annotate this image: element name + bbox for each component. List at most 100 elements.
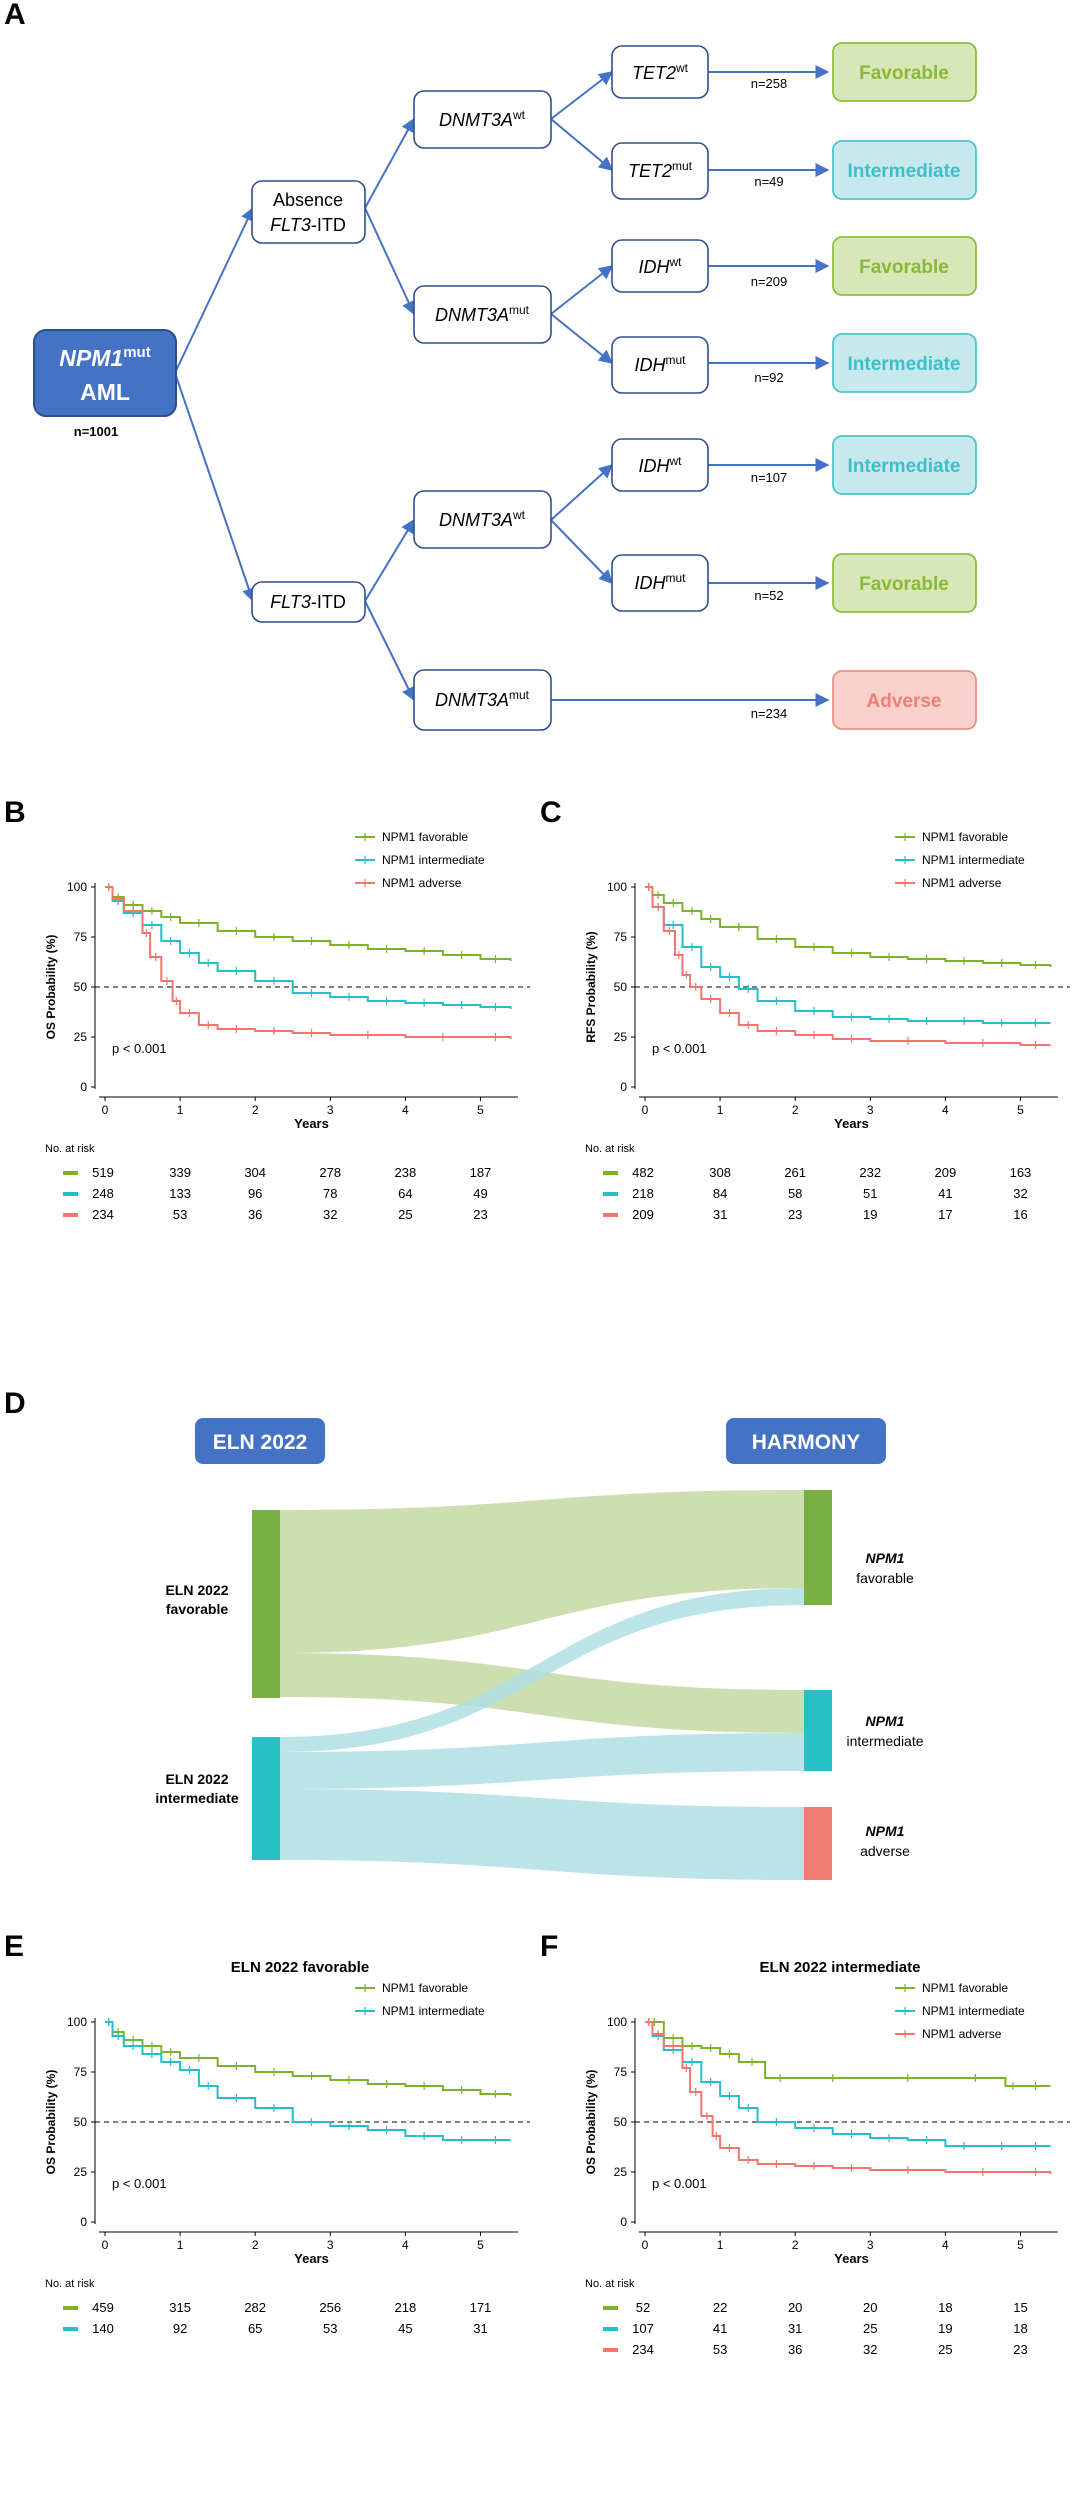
km-x-tick-label: 5 (1017, 2238, 1024, 2252)
km-risk-value: 92 (173, 2321, 187, 2336)
km-x-tick-label: 5 (477, 2238, 484, 2252)
km-risk-value: 52 (636, 2300, 650, 2315)
km-y-tick-label: 0 (80, 2215, 87, 2229)
km-risk-value: 256 (319, 2300, 341, 2315)
km-x-tick-label: 3 (867, 2238, 874, 2252)
svg-text:FLT3-ITD: FLT3-ITD (270, 215, 346, 235)
tree-outcomes: Favorable n=258 Intermediate n=49 Favorable n… (751, 42, 977, 730)
km-curve-1 (105, 2021, 511, 2141)
arrow-dnmtwt-tet2wt (550, 71, 614, 120)
km-y-label: OS Probability (%) (44, 2070, 58, 2175)
idh-mut1-sup: mut (665, 353, 686, 367)
outcome-n-4: n=92 (754, 370, 783, 385)
km-risk-value: 218 (632, 1186, 654, 1201)
km-y-tick-label: 75 (74, 2065, 88, 2079)
km-risk-value: 31 (713, 1207, 727, 1222)
km-risk-value: 238 (395, 1165, 417, 1180)
panel-label-b: B (4, 796, 26, 829)
tree-node-absence-flt3: Absence FLT3-ITD (251, 180, 366, 244)
km-y-label: OS Probability (%) (44, 935, 58, 1040)
sankey-header-left: ELN 2022 (195, 1418, 325, 1464)
svg-text:DNMT3Awt: DNMT3Awt (439, 508, 526, 530)
sankey-right-label-1a: NPM1 (866, 1550, 905, 1566)
km-risk-value: 23 (473, 1207, 487, 1222)
arrow-root-absence (174, 206, 254, 374)
km-curve-0 (645, 886, 1052, 967)
dnmt-mut1-gene: DNMT3A (435, 305, 509, 325)
root-sup: mut (123, 344, 151, 361)
km-x-label: Years (834, 2251, 869, 2266)
km-x-tick-label: 4 (942, 2238, 949, 2252)
km-risk-value: 315 (169, 2300, 191, 2315)
km-y-label: OS Probability (%) (584, 2070, 598, 2175)
km-x-tick-label: 4 (942, 1103, 949, 1117)
km-risk-value: 261 (784, 1165, 806, 1180)
km-risk-value: 25 (398, 1207, 412, 1222)
panel-label-d: D (4, 1387, 26, 1420)
sankey-right-label-2a: NPM1 (866, 1713, 905, 1729)
km-risk-value: 209 (935, 1165, 957, 1180)
flow-fav-to-fav (280, 1490, 804, 1653)
km-risk-value: 282 (244, 2300, 266, 2315)
km-risk-value: 133 (169, 1186, 191, 1201)
km-risk-value: 45 (398, 2321, 412, 2336)
km-y-tick-label: 25 (614, 2165, 628, 2179)
tree-node-idh-mut-1: IDHmut (611, 336, 709, 394)
km-risk-value: 140 (92, 2321, 114, 2336)
outcome-label-4: Intermediate (848, 354, 961, 375)
arrow-root-flt3 (174, 372, 256, 603)
km-risk-value: 41 (713, 2321, 727, 2336)
km-risk-value: 36 (788, 2342, 802, 2357)
km-y-tick-label: 50 (614, 980, 628, 994)
dnmt-mut1-sup: mut (509, 303, 530, 317)
arrow-flt3-dnmtmut (364, 600, 415, 702)
km-y-tick-label: 50 (74, 2115, 88, 2129)
svg-text:IDHwt: IDHwt (639, 255, 683, 277)
root-aml: AML (80, 379, 130, 405)
km-legend-label-0: NPM1 favorable (382, 1981, 468, 1995)
sankey-left-label-1a: ELN 2022 (165, 1582, 228, 1598)
outcome-box-2: Intermediate (832, 140, 977, 200)
km-risk-value: 234 (92, 1207, 114, 1222)
svg-text:IDHmut: IDHmut (634, 571, 686, 593)
svg-text:FLT3-ITD: FLT3-ITD (270, 592, 346, 612)
sankey-right-label-3a: NPM1 (866, 1823, 905, 1839)
km-x-tick-label: 2 (792, 1103, 799, 1117)
idh-mut2-gene: IDH (634, 573, 666, 593)
km-y-tick-label: 25 (614, 1030, 628, 1044)
km-risk-value: 51 (863, 1186, 877, 1201)
km-curve-2 (105, 886, 512, 1039)
km-risk-value: 49 (473, 1186, 487, 1201)
km-legend-label-1: NPM1 intermediate (382, 2004, 485, 2018)
tree-node-idh-wt-1: IDHwt (611, 239, 709, 293)
tet2-mut-gene: TET2 (628, 161, 672, 181)
svg-text:DNMT3Amut: DNMT3Amut (435, 303, 530, 325)
outcome-n-2: n=49 (754, 174, 783, 189)
km-legend-label-0: NPM1 favorable (382, 830, 468, 844)
km-risk-value: 23 (788, 1207, 802, 1222)
km-risk-value: 19 (863, 1207, 877, 1222)
km-curve-0 (105, 2021, 512, 2096)
dnmt-mut2-sup: mut (509, 688, 530, 702)
km-legend-label-0: NPM1 favorable (922, 830, 1008, 844)
flow-int-to-fav (280, 1588, 804, 1752)
flow-int-to-int (280, 1733, 804, 1789)
km-risk-value: 23 (1013, 2342, 1027, 2357)
arrow-dnmtmut-idhwt (550, 265, 614, 315)
km-legend-label-2: NPM1 adverse (922, 876, 1002, 890)
km-y-tick-label: 0 (620, 1080, 627, 1094)
tree-node-dnmt3a-wt-2: DNMT3Awt (413, 490, 552, 549)
km-pvalue: p < 0.001 (652, 2176, 707, 2191)
sankey-right-label-2b: intermediate (846, 1733, 923, 1749)
tree-node-idh-mut-2: IDHmut (611, 554, 709, 612)
sankey-bar-eln-intermediate (252, 1737, 280, 1860)
km-risk-value: 96 (248, 1186, 262, 1201)
km-x-tick-label: 0 (642, 2238, 649, 2252)
sankey-bar-npm1-adverse (804, 1807, 832, 1880)
outcome-box-7: Adverse (832, 670, 977, 730)
sankey-bar-eln-favorable (252, 1510, 280, 1698)
km-pvalue: p < 0.001 (112, 1041, 167, 1056)
km-risk-value: 18 (1013, 2321, 1027, 2336)
